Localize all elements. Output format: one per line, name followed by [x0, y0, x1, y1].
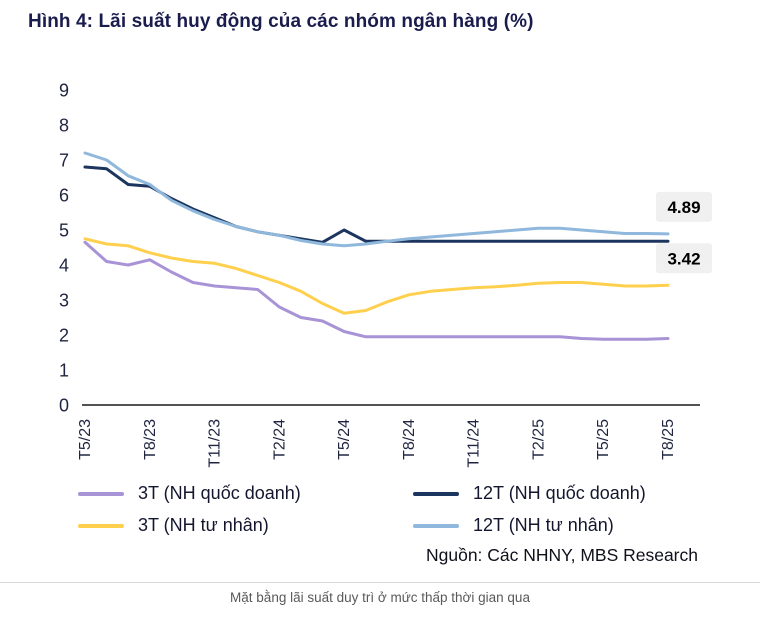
- x-axis-tick-label: T8/23: [142, 419, 159, 460]
- footer-caption: Mặt bằng lãi suất duy trì ở mức thấp thờ…: [230, 590, 530, 605]
- end-value-label-box: [656, 191, 712, 222]
- x-axis-tick-label: T11/23: [207, 419, 224, 468]
- series-line-3t-nh-t-nh-n-: [83, 237, 670, 315]
- legend-item: 3T (NH quốc doanh): [78, 483, 413, 504]
- chart-title: Hình 4: Lãi suất huy động của các nhóm n…: [28, 11, 534, 32]
- y-axis-tick-label: 5: [59, 221, 69, 241]
- series-line-12t-nh-t-nh-n-: [83, 151, 670, 248]
- x-axis-tick-label: T5/23: [77, 419, 94, 460]
- legend-swatch-line: [413, 491, 459, 496]
- legend-swatch-line: [78, 523, 124, 528]
- end-value-label: 3.42: [667, 249, 700, 268]
- x-axis-tick-label: T8/25: [660, 419, 677, 460]
- x-axis-tick-label: T8/24: [401, 419, 418, 460]
- y-axis-tick-label: 4: [59, 256, 69, 276]
- series-line-3t-nh-qu-c-doanh-: [83, 240, 670, 341]
- y-axis-tick-label: 3: [59, 291, 69, 311]
- y-axis-tick-label: 0: [59, 396, 69, 416]
- x-axis-tick-label: T2/25: [530, 419, 547, 460]
- deposit-rate-line-chart: 0 1 2 3 4 5 6 7 8 9 T5/23 T8/23 T11/23 T2/24 T5/24 T8/2…: [59, 81, 712, 468]
- legend-item: 3T (NH tư nhân): [78, 515, 413, 536]
- x-axis-tick-label: T5/25: [595, 419, 612, 460]
- legend-label: 3T (NH tư nhân): [138, 515, 269, 535]
- legend-item: 12T (NH tư nhân): [413, 515, 698, 536]
- y-axis-tick-label: 7: [59, 151, 69, 171]
- source-note: Nguồn: Các NHNY, MBS Research: [425, 545, 698, 565]
- y-axis-tick-label: 8: [59, 116, 69, 136]
- end-value-label-box: [656, 243, 712, 274]
- legend-swatch-line: [413, 523, 459, 528]
- end-value-label: 4.89: [667, 198, 700, 217]
- legend-item: 12T (NH quốc doanh): [413, 483, 698, 504]
- chart-legend: 3T (NH quốc doanh) 12T (NH quốc doanh) 3T …: [78, 483, 698, 536]
- footer-divider: [0, 582, 760, 583]
- x-axis-tick-label: T11/24: [466, 419, 483, 468]
- y-axis-tick-label: 1: [59, 361, 69, 381]
- y-axis-tick-label: 6: [59, 186, 69, 206]
- x-axis-tick-label: T2/24: [271, 419, 288, 460]
- legend-swatch-line: [78, 491, 124, 496]
- legend-label: 12T (NH quốc doanh): [473, 483, 646, 503]
- legend-label: 3T (NH quốc doanh): [138, 483, 301, 503]
- legend-label: 12T (NH tư nhân): [473, 515, 614, 535]
- y-axis-tick-label: 9: [59, 81, 69, 101]
- x-axis-tick-label: T5/24: [336, 419, 353, 460]
- y-axis-tick-label: 2: [59, 326, 69, 346]
